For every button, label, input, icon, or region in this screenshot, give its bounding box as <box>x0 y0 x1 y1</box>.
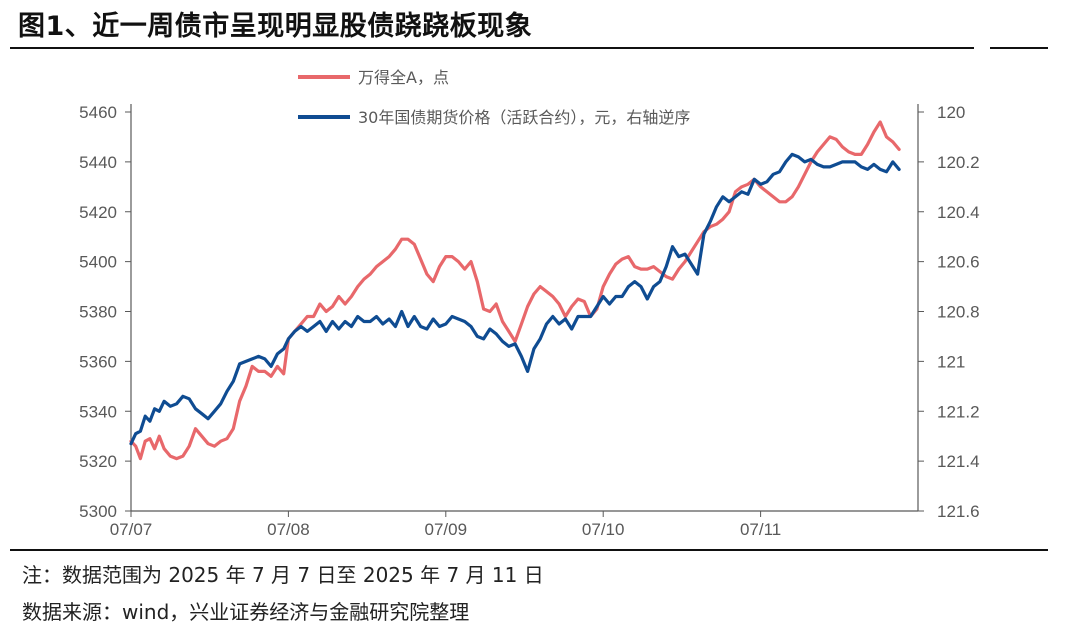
right-tick-label: 120 <box>937 103 965 122</box>
legend-label-wind-a: 万得全A，点 <box>358 68 449 87</box>
left-tick-label: 5340 <box>79 402 117 421</box>
left-tick-label: 5360 <box>79 352 117 371</box>
left-tick-label: 5300 <box>79 502 117 521</box>
left-tick-label: 5460 <box>79 103 117 122</box>
title-rule-left <box>10 47 974 49</box>
series-line-wind-a <box>129 120 901 461</box>
left-tick-label: 5380 <box>79 303 117 322</box>
x-tick-label: 07/07 <box>110 520 153 539</box>
x-tick-label: 07/11 <box>740 520 781 539</box>
left-tick-label: 5320 <box>79 452 117 471</box>
data-range-note: 注：数据范围为 2025 年 7 月 7 日至 2025 年 7 月 11 日 <box>22 563 544 587</box>
right-tick-label: 120.6 <box>937 253 980 272</box>
right-tick-label: 120.4 <box>937 203 980 222</box>
right-tick-label: 121.6 <box>937 502 980 521</box>
footer-rule <box>10 549 1048 551</box>
figure-title: 图1、近一周债市呈现明显股债跷跷板现象 <box>18 11 533 42</box>
axes-group: 5300 5320 5340 5360 5380 5400 5420 5440 5460 121.… <box>79 103 979 539</box>
left-tick-label: 5400 <box>79 253 117 272</box>
x-tick-label: 07/10 <box>582 520 625 539</box>
right-tick-label: 120.8 <box>937 303 980 322</box>
right-tick-label: 121.4 <box>937 452 980 471</box>
right-tick-label: 121.2 <box>937 402 980 421</box>
right-tick-label: 121 <box>937 352 965 371</box>
x-tick-label: 07/08 <box>267 520 310 539</box>
legend: 万得全A，点 30年国债期货价格（活跃合约），元，右轴逆序 <box>298 68 690 127</box>
x-tick-label: 07/09 <box>425 520 468 539</box>
left-tick-label: 5440 <box>79 153 117 172</box>
legend-label-bond-futures: 30年国债期货价格（活跃合约），元，右轴逆序 <box>358 108 690 127</box>
left-tick-label: 5420 <box>79 203 117 222</box>
data-source-note: 数据来源：wind，兴业证券经济与金融研究院整理 <box>22 600 470 624</box>
series-line-bond-futures <box>129 152 901 446</box>
series-group <box>129 120 901 461</box>
right-tick-label: 120.2 <box>937 153 980 172</box>
title-rule-right <box>990 47 1048 49</box>
chart-area: 5300 5320 5340 5360 5380 5400 5420 5440 5460 121.… <box>79 68 979 539</box>
